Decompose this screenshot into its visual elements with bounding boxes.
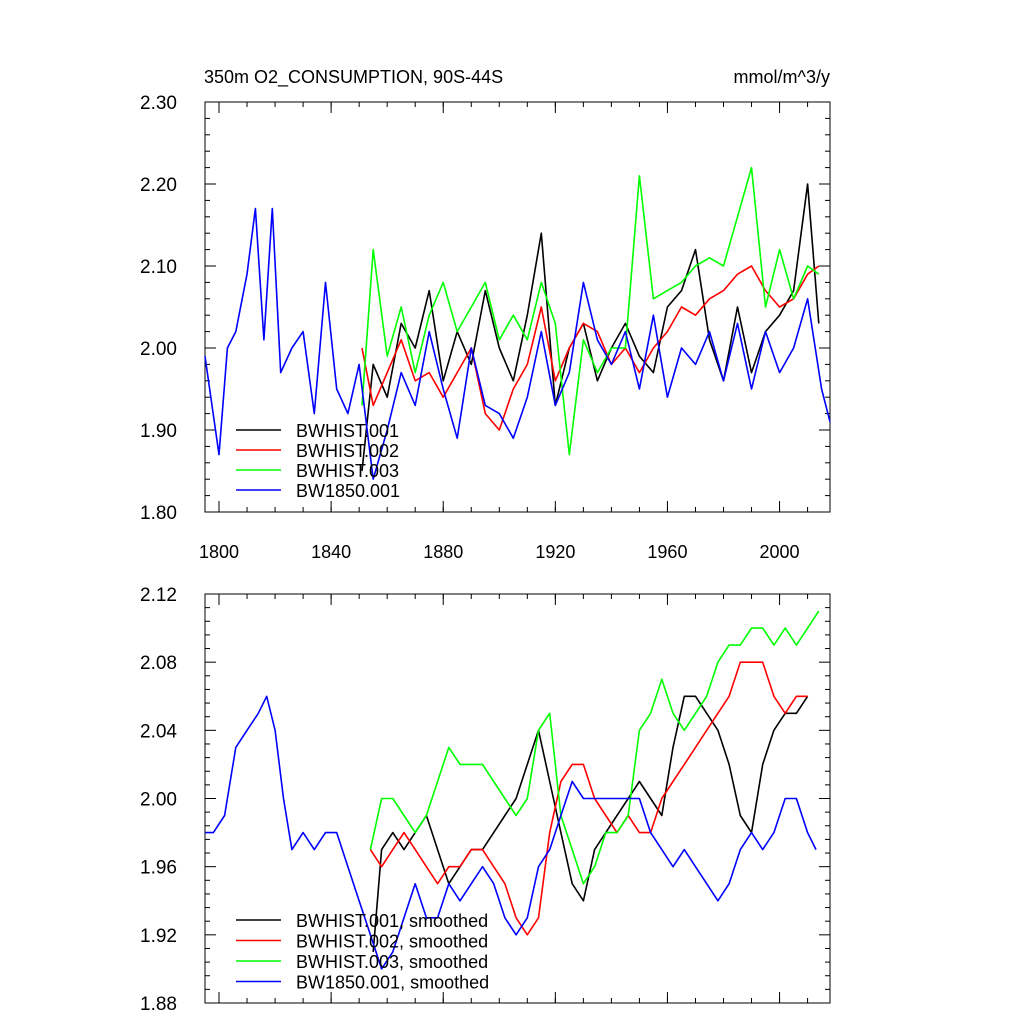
series-line-1-2 [369, 610, 820, 885]
series-line-0-0 [361, 183, 820, 472]
y-tick-label: 1.92 [140, 926, 177, 947]
series-line-1-3 [205, 695, 817, 970]
y-tick-label: 1.90 [140, 421, 177, 442]
legend-label: BWHIST.003 [296, 461, 399, 481]
bottom-panel: 1.88 1.92 1.96 2.00 2.04 2.08 2.12 BWHIST.001, … [140, 585, 831, 1015]
x-tick-label: 2000 [760, 542, 800, 562]
y-tick-label: 2.12 [140, 585, 177, 606]
legend-label: BWHIST.002, smoothed [296, 932, 488, 952]
series-line-1-1 [369, 661, 808, 936]
series-line-0-1 [361, 265, 820, 431]
x-tick-label: 1840 [311, 542, 351, 562]
plot-frame [204, 101, 831, 513]
series-line-0-2 [361, 166, 820, 456]
y-tick-label: 1.96 [140, 858, 177, 879]
top-panel: 1800 1840 1880 1920 1960 2000 1.80 1.90 2.00 2.10… [140, 93, 831, 562]
legend-label: BWHIST.003, smoothed [296, 952, 488, 972]
y-tick-label: 2.10 [140, 257, 177, 278]
y-tick-label: 2.30 [140, 93, 177, 114]
series-line-0-3 [204, 207, 831, 481]
x-tick-label: 1960 [647, 542, 687, 562]
legend-label: BWHIST.001 [296, 421, 399, 441]
legend-label: BWHIST.002 [296, 441, 399, 461]
y-tick-label: 2.08 [140, 653, 177, 674]
legend-label: BW1850.001 [296, 481, 400, 501]
legend-label: BW1850.001, smoothed [296, 973, 489, 993]
y-tick-label: 1.88 [140, 994, 177, 1015]
y-tick-label: 1.80 [140, 503, 177, 524]
y-tick-label: 2.20 [140, 175, 177, 196]
y-tick-label: 2.00 [140, 790, 177, 811]
y-tick-label: 2.04 [140, 721, 177, 742]
plot-title-left: 350m O2_CONSUMPTION, 90S-44S [204, 67, 503, 88]
plot-title-right: mmol/m^3/y [734, 67, 830, 87]
y-tick-label: 2.00 [140, 339, 177, 360]
legend-label: BWHIST.001, smoothed [296, 911, 488, 931]
x-tick-label: 1880 [423, 542, 463, 562]
x-tick-label: 1920 [535, 542, 575, 562]
x-tick-label: 1800 [199, 542, 239, 562]
